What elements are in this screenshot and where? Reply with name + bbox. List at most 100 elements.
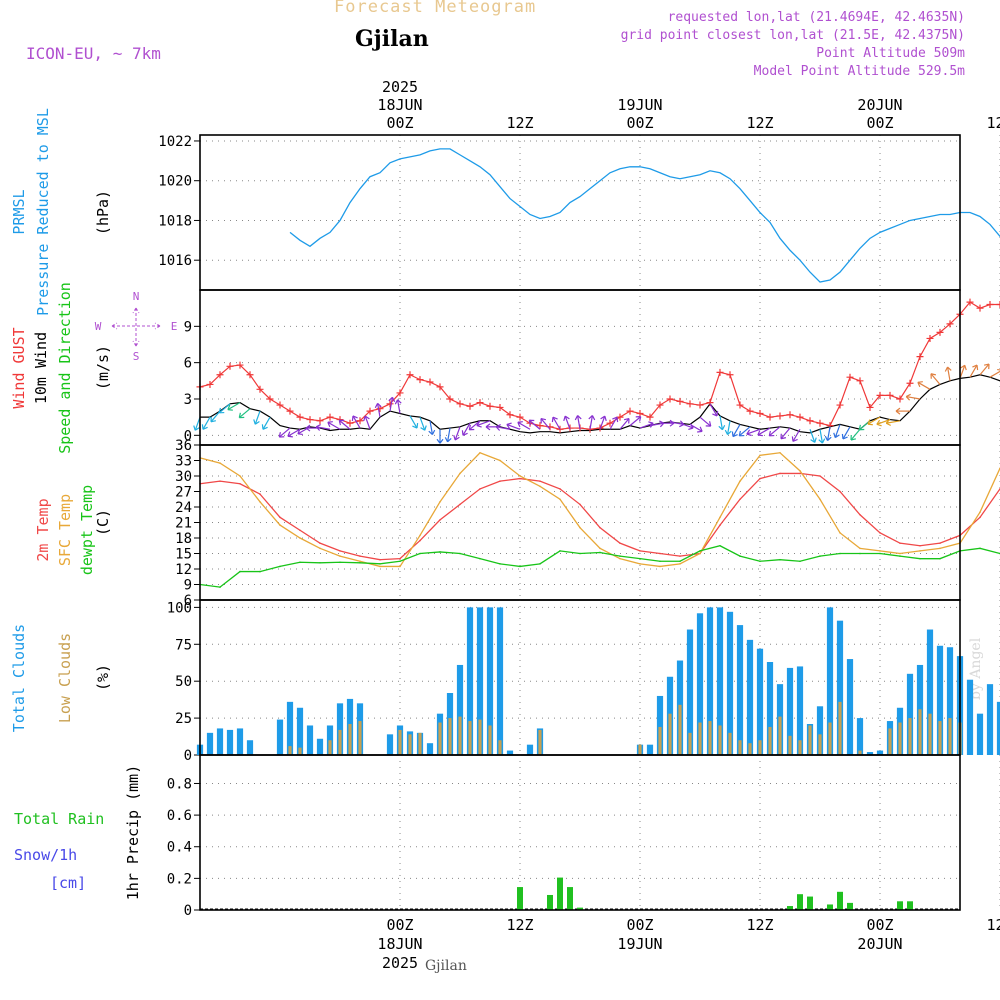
- point-sfc-temp: [819, 498, 821, 501]
- low-cloud-bar: [328, 740, 332, 755]
- precip-label-rain: Total Rain: [14, 810, 104, 828]
- total-cloud-bar: [236, 728, 244, 755]
- point-sfc-temp: [239, 475, 241, 477]
- wind-direction-arrow: [261, 416, 271, 430]
- point-dewpt-temp: [939, 557, 941, 560]
- gust-marker: [846, 373, 854, 381]
- temperature-ytick-label: 9: [184, 578, 192, 594]
- low-cloud-bar: [678, 704, 682, 755]
- low-cloud-bar: [818, 734, 822, 755]
- clouds-ytick-label: 100: [167, 600, 192, 616]
- clouds-panel-frame: [199, 599, 961, 756]
- gust-marker: [986, 301, 994, 309]
- gust-marker: [976, 304, 984, 312]
- wind-direction-arrow: [731, 424, 741, 438]
- low-cloud-bar: [758, 740, 762, 755]
- wind-direction-arrow: [724, 420, 732, 436]
- gust-marker: [676, 397, 684, 405]
- wind-direction-arrow: [824, 426, 832, 442]
- wind-direction-arrow: [876, 419, 891, 427]
- location-title: Gjilan: [355, 26, 429, 52]
- low-cloud-bar: [828, 722, 832, 755]
- clouds-units: (%): [94, 664, 112, 691]
- precip-panel-frame: [199, 754, 961, 911]
- point-sfc-temp: [499, 459, 501, 462]
- gust-marker: [406, 371, 414, 379]
- total-cloud-bar: [696, 613, 704, 755]
- total-cloud-bar: [826, 607, 834, 755]
- point-dewpt-temp: [359, 562, 361, 564]
- point-sfc-temp: [979, 511, 981, 513]
- point-sfc-temp: [739, 480, 741, 482]
- top-time-label: 00Z: [866, 114, 893, 132]
- rain-bar: [797, 894, 803, 910]
- total-cloud-bar: [866, 752, 874, 755]
- low-cloud-bar: [468, 721, 472, 755]
- low-cloud-bar: [288, 746, 292, 755]
- point-2m-temp: [379, 558, 381, 561]
- low-cloud-bar: [718, 725, 722, 755]
- gust-marker: [686, 400, 694, 408]
- low-cloud-bar: [298, 747, 302, 755]
- top-time-label: 12Z: [506, 114, 533, 132]
- point-dewpt-temp: [239, 570, 241, 573]
- wind-direction-arrow: [227, 402, 241, 411]
- point-sfc-temp: [299, 537, 301, 539]
- wind-panel-frame: [199, 289, 961, 446]
- top-time-label: 12Z: [986, 114, 1000, 132]
- precip-ytick-label: 0: [184, 903, 192, 919]
- total-cloud-bar: [686, 629, 694, 755]
- low-cloud-bar: [938, 721, 942, 755]
- wind-direction-arrow: [238, 408, 251, 419]
- gust-marker: [736, 401, 744, 409]
- point-2m-temp: [399, 557, 401, 560]
- point-sfc-temp: [419, 534, 421, 537]
- total-cloud-bar: [766, 662, 774, 755]
- gust-marker: [616, 413, 624, 421]
- total-cloud-bar: [796, 666, 804, 755]
- point-2m-temp: [479, 488, 481, 490]
- point-2m-temp: [759, 477, 761, 480]
- wind-ytick-label: 6: [184, 356, 192, 372]
- low-cloud-bar: [488, 725, 492, 755]
- total-cloud-bar: [476, 607, 484, 755]
- total-cloud-bar: [226, 729, 234, 755]
- top-time-label: 00Z: [626, 114, 653, 132]
- point-sfc-temp: [899, 552, 901, 555]
- gust-marker: [626, 407, 634, 415]
- cloud-label-total: Total Clouds: [10, 624, 28, 732]
- precip-ytick-label: 0.8: [167, 776, 192, 792]
- gust-marker: [906, 379, 914, 387]
- wind-direction-arrow: [979, 363, 990, 376]
- wind-direction-arrow: [709, 403, 719, 417]
- total-cloud-bar: [976, 713, 984, 755]
- gust-marker: [796, 413, 804, 421]
- point-2m-temp: [259, 493, 261, 495]
- point-dewpt-temp: [479, 557, 481, 560]
- low-cloud-bar: [708, 721, 712, 755]
- total-cloud-bar: [486, 607, 494, 755]
- wind-direction-arrow: [528, 419, 541, 430]
- model-label: ICON-EU, ~ 7km: [26, 44, 161, 63]
- wind-direction-arrow: [574, 415, 582, 430]
- point-sfc-temp: [679, 563, 681, 565]
- gust-marker: [276, 401, 284, 409]
- wind-label-10m: 10m Wind: [32, 332, 50, 404]
- point-sfc-temp: [719, 516, 721, 519]
- point-2m-temp: [239, 482, 241, 485]
- gust-marker: [456, 400, 464, 408]
- point-dewpt-temp: [219, 586, 221, 588]
- point-dewpt-temp: [879, 552, 881, 555]
- wind-direction-arrow: [619, 417, 630, 430]
- point-sfc-temp: [519, 475, 521, 477]
- point-dewpt-temp: [819, 555, 821, 557]
- wind-label-direction: Speed and Direction: [56, 282, 74, 454]
- wind-direction-arrow: [287, 428, 301, 438]
- gust-marker: [946, 320, 954, 328]
- series-2m-temp: [199, 472, 1000, 561]
- gust-marker: [926, 334, 934, 342]
- precip-units: 1hr Precip (mm): [124, 765, 142, 900]
- clouds-ytick-label: 0: [184, 748, 192, 764]
- gust-marker: [236, 361, 244, 369]
- gust-marker: [246, 371, 254, 379]
